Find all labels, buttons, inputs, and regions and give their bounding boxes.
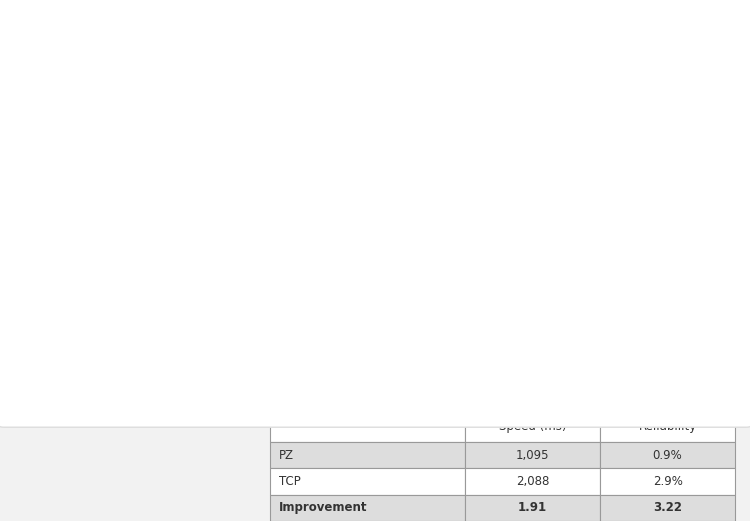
Bar bbox=[467, 351, 518, 406]
Bar bbox=[41, 386, 91, 406]
Text: Reliability: Reliability bbox=[638, 420, 697, 433]
FancyBboxPatch shape bbox=[600, 468, 735, 495]
Bar bbox=[232, 385, 283, 406]
Text: TCP: TCP bbox=[279, 475, 301, 488]
FancyBboxPatch shape bbox=[465, 442, 600, 468]
Text: 929: 929 bbox=[339, 393, 361, 403]
Legend: PZ (err 0.9%), TCP (err 2.9%): PZ (err 0.9%), TCP (err 2.9%) bbox=[615, 16, 736, 58]
Bar bbox=[91, 367, 140, 406]
Bar bbox=[326, 389, 375, 406]
Text: 1120: 1120 bbox=[243, 391, 272, 401]
Text: PZ: PZ bbox=[279, 449, 294, 462]
FancyBboxPatch shape bbox=[465, 468, 600, 495]
Bar bbox=[183, 394, 232, 406]
Text: 1,095: 1,095 bbox=[516, 449, 550, 462]
Text: 2961: 2961 bbox=[478, 374, 507, 383]
FancyBboxPatch shape bbox=[600, 442, 735, 468]
Bar bbox=[518, 324, 567, 406]
Text: 1095: 1095 bbox=[51, 391, 80, 401]
Bar bbox=[375, 377, 424, 406]
Text: 3.22: 3.22 bbox=[653, 501, 682, 514]
Text: 0.9%: 0.9% bbox=[652, 449, 682, 462]
Text: 2.9%: 2.9% bbox=[652, 475, 682, 488]
FancyBboxPatch shape bbox=[270, 468, 465, 495]
FancyBboxPatch shape bbox=[270, 442, 465, 468]
Text: 4357: 4357 bbox=[527, 361, 556, 370]
FancyBboxPatch shape bbox=[600, 412, 735, 442]
FancyBboxPatch shape bbox=[270, 495, 465, 521]
Text: 1580: 1580 bbox=[386, 387, 415, 396]
Text: 986: 986 bbox=[624, 392, 645, 402]
Text: 622: 622 bbox=[197, 395, 219, 405]
FancyBboxPatch shape bbox=[270, 412, 465, 442]
Bar bbox=[659, 66, 709, 406]
Text: 1.91: 1.91 bbox=[518, 501, 548, 514]
FancyBboxPatch shape bbox=[600, 495, 735, 521]
Bar bbox=[610, 388, 659, 406]
Text: PZ vs. TCP: PZ vs. TCP bbox=[8, 0, 94, 1]
FancyBboxPatch shape bbox=[465, 495, 600, 521]
Text: 18054: 18054 bbox=[666, 231, 703, 241]
Text: Speed (ms): Speed (ms) bbox=[499, 420, 566, 433]
Text: Improvement: Improvement bbox=[279, 501, 368, 514]
FancyBboxPatch shape bbox=[465, 412, 600, 442]
Text: 2088: 2088 bbox=[101, 382, 130, 392]
Text: 2,088: 2,088 bbox=[516, 475, 550, 488]
